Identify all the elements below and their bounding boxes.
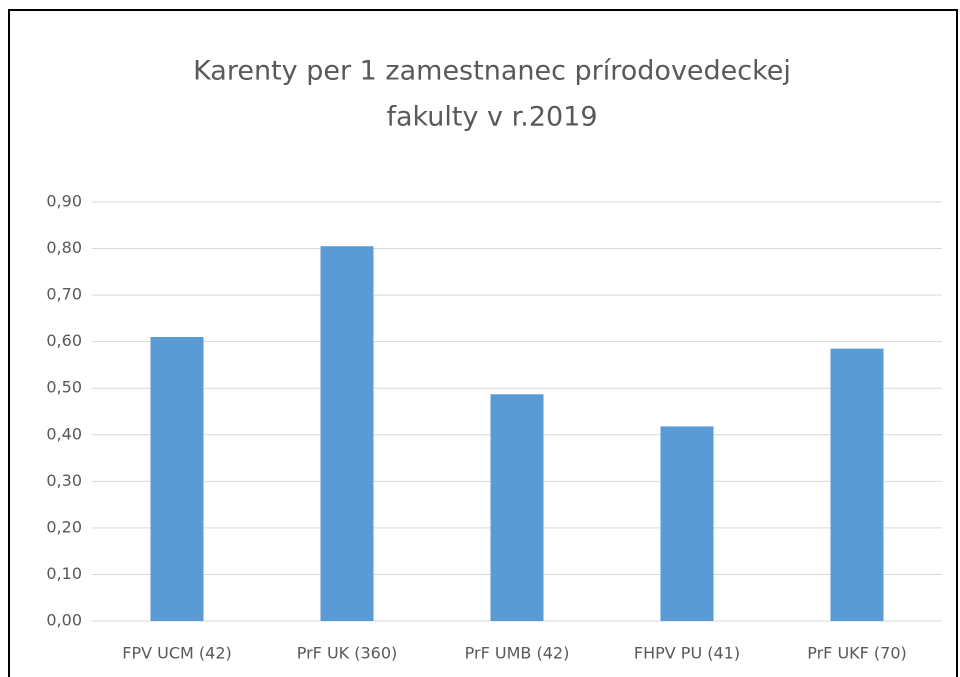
x-tick-label: PrF UKF (70)	[807, 644, 907, 663]
y-tick-label: 0,70	[46, 285, 82, 304]
y-tick-label: 0,30	[46, 471, 82, 490]
y-tick-label: 0,20	[46, 517, 82, 536]
y-tick-label: 0,50	[46, 378, 82, 397]
y-tick-label: 0,10	[46, 564, 82, 583]
x-tick-label: PrF UK (360)	[297, 644, 398, 663]
bar	[660, 426, 714, 621]
bar	[320, 246, 374, 621]
x-tick-label: FPV UCM (42)	[122, 644, 232, 663]
y-tick-label: 0,00	[46, 611, 82, 630]
y-tick-label: 0,60	[46, 331, 82, 350]
x-tick-label: PrF UMB (42)	[465, 644, 570, 663]
y-tick-label: 0,90	[46, 192, 82, 211]
bar	[490, 394, 544, 621]
chart-title: Karenty per 1 zamestnanec prírodovedecke…	[193, 56, 791, 87]
chart-title: fakulty v r.2019	[386, 102, 597, 133]
x-tick-label: FHPV PU (41)	[634, 644, 740, 663]
bar	[150, 337, 204, 621]
y-tick-label: 0,40	[46, 424, 82, 443]
bar	[830, 348, 884, 621]
y-tick-label: 0,80	[46, 238, 82, 257]
